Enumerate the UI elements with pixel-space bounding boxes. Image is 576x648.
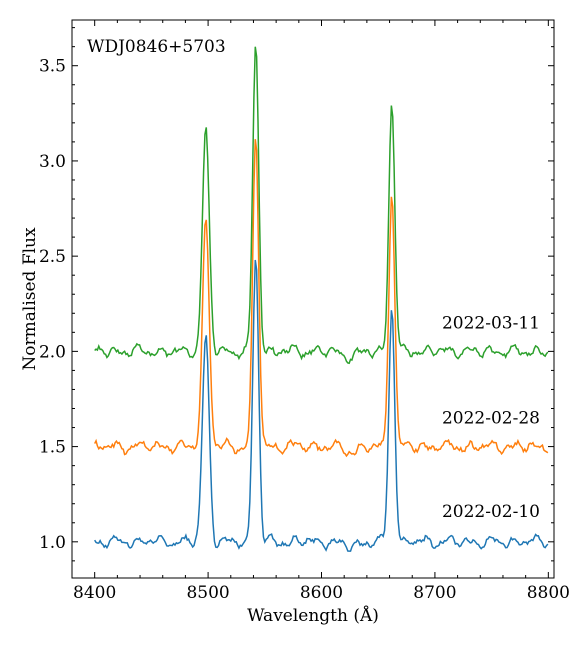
- spectrum-line-2022-02-28: [94, 139, 549, 458]
- x-tick-label: 8400: [73, 583, 116, 603]
- y-tick-label: 2.5: [39, 247, 66, 267]
- y-tick-label: 3.5: [39, 57, 66, 77]
- x-tick-label: 8500: [186, 583, 229, 603]
- y-axis-label: Normalised Flux: [20, 227, 40, 371]
- y-tick-label: 3.0: [39, 152, 66, 172]
- y-tick-label: 1.0: [39, 533, 66, 553]
- plot-frame: [71, 19, 555, 579]
- labels-layer: 2022-02-10 2022-02-28 2022-03-11: [442, 314, 540, 523]
- y-tick-label: 1.5: [39, 438, 66, 458]
- ticks-layer: 8400 8500 8600 8700 8800 1.0 1.5 2.0 2.5 3.0 3.5: [39, 20, 570, 603]
- series-date-label: 2022-02-10: [442, 502, 540, 522]
- series-layer: [94, 46, 549, 552]
- x-tick-label: 8700: [413, 583, 456, 603]
- series-date-label: 2022-03-11: [442, 314, 540, 334]
- series-date-label: 2022-02-28: [442, 409, 540, 429]
- spectrum-line-2022-03-11: [94, 46, 549, 365]
- spectrum-line-2022-02-10: [94, 259, 549, 552]
- x-axis-label: Wavelength (Å): [247, 605, 379, 626]
- x-tick-label: 8600: [300, 583, 343, 603]
- y-tick-label: 2.0: [39, 342, 66, 362]
- x-tick-label: 8800: [527, 583, 570, 603]
- object-name-annotation: WDJ0846+5703: [87, 37, 226, 57]
